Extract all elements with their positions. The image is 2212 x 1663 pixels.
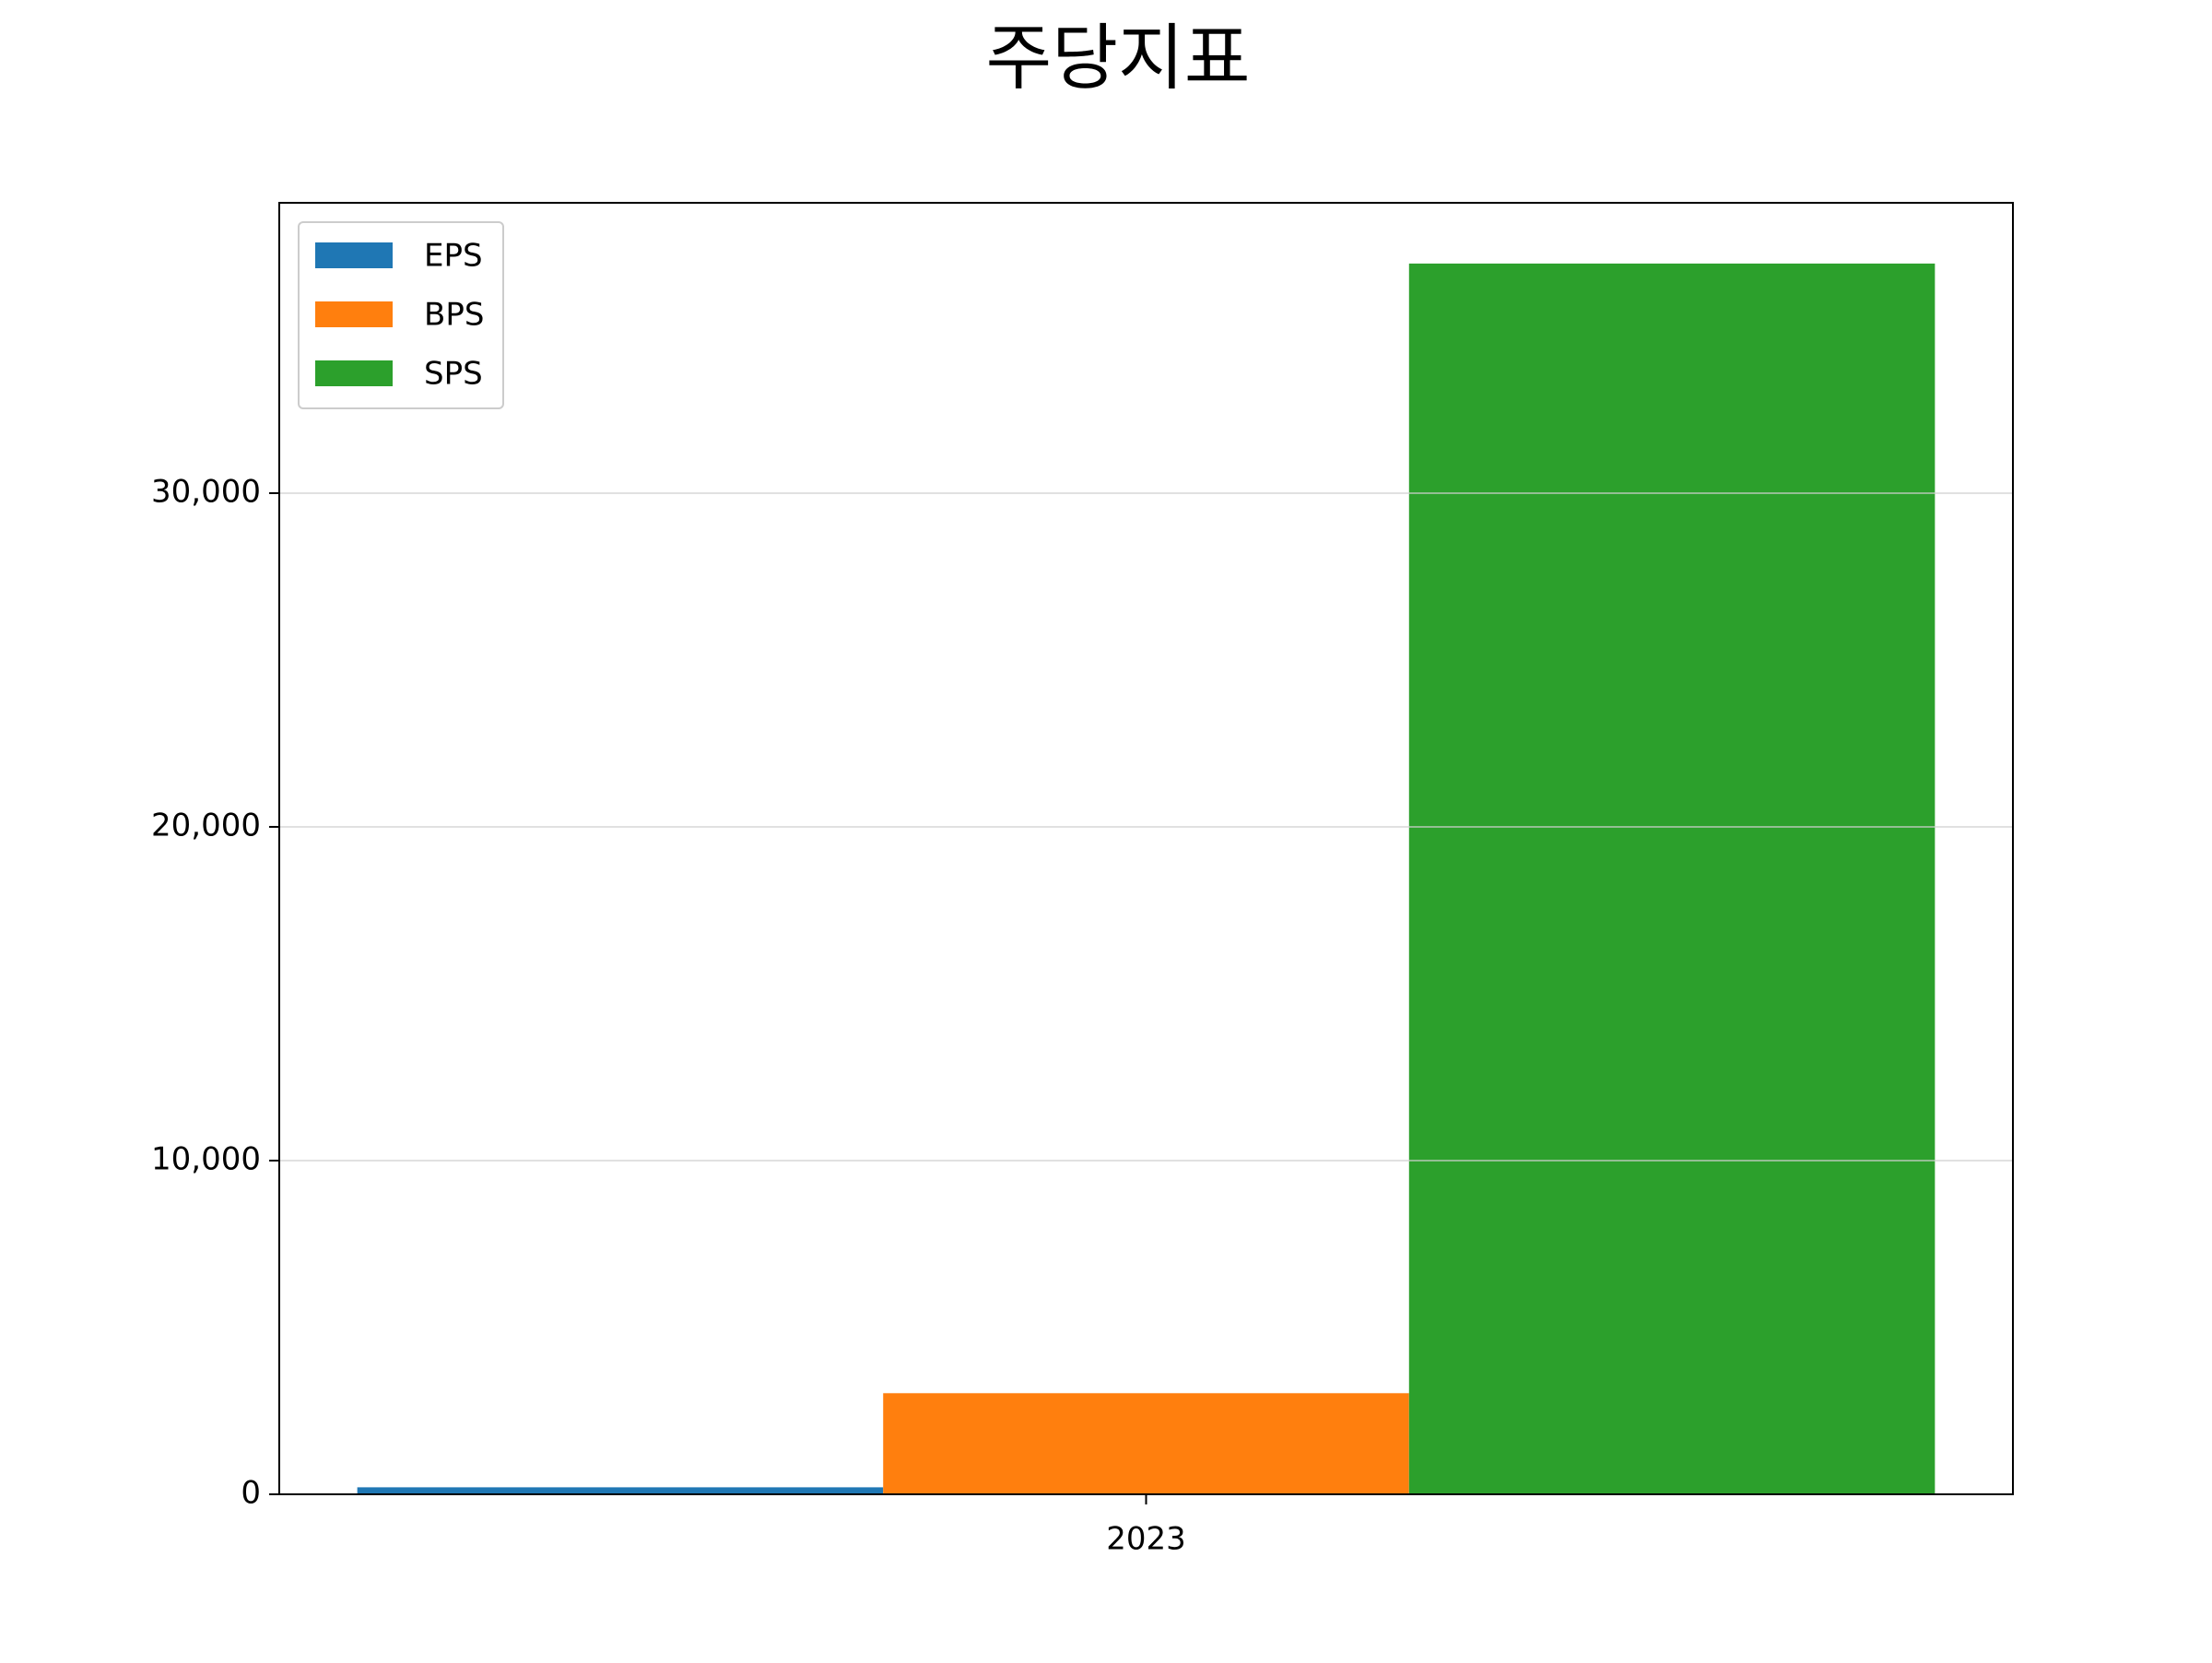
bar bbox=[357, 1487, 884, 1494]
bar bbox=[1408, 263, 1936, 1494]
x-tick-label: 2023 bbox=[1106, 1521, 1186, 1558]
y-tick-label: 20,000 bbox=[151, 807, 261, 843]
y-tick-label: 0 bbox=[241, 1475, 261, 1512]
legend-swatch bbox=[315, 301, 393, 327]
legend-swatch bbox=[315, 242, 393, 268]
legend-label: BPS bbox=[424, 297, 484, 334]
legend-label: SPS bbox=[424, 356, 483, 393]
y-tick-label: 30,000 bbox=[151, 473, 261, 510]
bar bbox=[883, 1393, 1409, 1494]
legend-label: EPS bbox=[424, 238, 483, 275]
axes-frame bbox=[278, 202, 2014, 1495]
y-tick-label: 10,000 bbox=[151, 1140, 261, 1177]
chart-title: 주당지표 bbox=[985, 17, 1250, 100]
legend-swatch bbox=[315, 360, 393, 386]
